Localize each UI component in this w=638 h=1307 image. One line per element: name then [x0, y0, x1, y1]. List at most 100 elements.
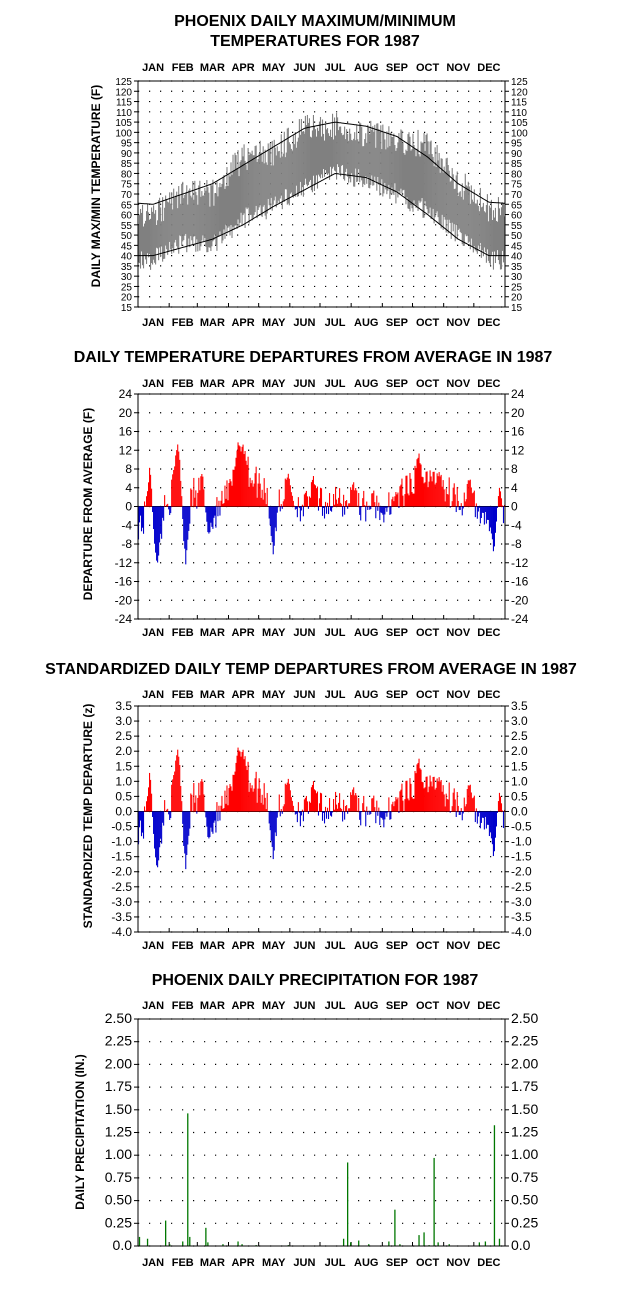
y-tick-label-left: 90: [121, 149, 133, 160]
month-label-bottom-oct: OCT: [416, 1257, 440, 1269]
panel1-yticks-right: 1251201151101051009590858075706560555045…: [505, 77, 528, 314]
panel1-months-bottom: JAN FEB MAR APR MAY JUN JUL AUG SEP OCT NOV DEC: [142, 317, 501, 329]
y-tick-label-left: 110: [116, 108, 132, 119]
month-label-bottom-apr: APR: [231, 1257, 254, 1269]
y-tick-label-left: 1.25: [105, 1124, 132, 1140]
month-label-top-oct: OCT: [416, 62, 440, 74]
panel3-grid: [138, 705, 505, 933]
month-label-top-aug: AUG: [354, 378, 378, 390]
y-tick-label-left: 70: [121, 190, 133, 201]
y-tick-label-left: 15: [121, 303, 133, 314]
y-tick-label-right: 0.0: [511, 1237, 531, 1253]
y-tick-label-left: 0.75: [105, 1169, 132, 1185]
month-label-bottom-mar: MAR: [200, 940, 225, 952]
y-tick-label-left: 1.5: [115, 759, 132, 773]
month-label-bottom-feb: FEB: [172, 317, 194, 329]
month-label-bottom-may: MAY: [262, 940, 286, 952]
y-tick-label-right: 2.5: [511, 729, 528, 743]
y-tick-label-left: 0.50: [105, 1192, 132, 1208]
y-tick-label-right: 1.0: [511, 774, 528, 788]
y-tick-label-left: -1.5: [111, 850, 132, 864]
y-tick-label-left: -16: [115, 575, 133, 589]
month-label-bottom-dec: DEC: [477, 1257, 500, 1269]
y-tick-label-right: 55: [511, 221, 523, 232]
month-label-bottom-mar: MAR: [200, 627, 225, 639]
y-tick-label-left: 0.0: [113, 1237, 133, 1253]
panel1-months-top: JAN FEB MAR APR MAY JUN JUL AUG SEP OCT NOV DEC: [142, 62, 501, 74]
y-tick-label-right: 3.0: [511, 714, 528, 728]
y-tick-label-left: 1.50: [105, 1101, 132, 1117]
panel4-yticks-right: 2.50 2.25 2.00 1.75 1.50 1.25 1.00 0.75 0.50 0.25…: [505, 1010, 538, 1253]
month-label-bottom-sep: SEP: [386, 1257, 408, 1269]
y-tick-label-left: 4: [125, 481, 132, 495]
y-tick-label-left: -24: [115, 612, 133, 626]
y-tick-label-left: 1.00: [105, 1146, 132, 1162]
month-label-bottom-oct: OCT: [416, 940, 440, 952]
y-tick-label-right: 15: [511, 303, 523, 314]
month-label-bottom-dec: DEC: [477, 940, 500, 952]
month-label-top-oct: OCT: [416, 689, 440, 701]
month-label-top-feb: FEB: [172, 689, 194, 701]
panel3-months-top: JAN FEB MAR APR MAY JUN JUL AUG SEP OCT NOV DEC: [142, 689, 501, 701]
month-label-top-feb: FEB: [172, 62, 194, 74]
month-label-top-jun: JUN: [293, 1000, 315, 1012]
month-label-top-oct: OCT: [416, 1000, 440, 1012]
panel4-title: PHOENIX DAILY PRECIPITATION FOR 1987: [152, 972, 479, 989]
y-tick-label-left: -3.5: [111, 910, 132, 924]
y-tick-label-right: 105: [511, 118, 528, 129]
y-tick-label-right: 2.50: [511, 1010, 538, 1026]
month-label-bottom-dec: DEC: [477, 627, 500, 639]
month-label-bottom-nov: NOV: [446, 1257, 471, 1269]
y-tick-label-right: 24: [511, 387, 525, 401]
y-tick-label-left: -2.5: [111, 880, 132, 894]
month-label-bottom-jun: JUN: [293, 1257, 315, 1269]
y-tick-label-left: 0.0: [115, 804, 132, 818]
month-label-top-nov: NOV: [446, 1000, 471, 1012]
maxmin-temperature-panel: PHOENIX DAILY MAXIMUM/MINIMUM TEMPERATUR…: [89, 13, 528, 329]
panel3-data: [137, 747, 506, 870]
month-label-top-may: MAY: [262, 689, 286, 701]
y-tick-label-right: 65: [511, 200, 523, 211]
y-tick-label-right: 30: [511, 272, 523, 283]
month-label-bottom-jun: JUN: [293, 627, 315, 639]
month-label-bottom-jan: JAN: [142, 940, 164, 952]
month-label-bottom-nov: NOV: [446, 317, 471, 329]
y-tick-label-right: -3.0: [511, 895, 532, 909]
y-tick-label-right: -4.0: [511, 925, 532, 939]
month-label-bottom-may: MAY: [262, 1257, 286, 1269]
y-tick-label-right: 70: [511, 190, 523, 201]
y-tick-label-left: 80: [121, 169, 133, 180]
panel4-yticks-left: 2.50 2.25 2.00 1.75 1.50 1.25 1.00 0.75 0.50 0.25…: [105, 1010, 506, 1253]
panel2-ylabel: DEPARTURE FROM AVERAGE (F): [81, 408, 95, 600]
y-tick-label-left: 85: [121, 159, 133, 170]
y-tick-label-left: -3.0: [111, 895, 132, 909]
y-tick-label-left: 25: [121, 282, 133, 293]
month-label-bottom-apr: APR: [231, 317, 254, 329]
month-label-top-mar: MAR: [200, 378, 225, 390]
y-tick-label-left: 2.00: [105, 1055, 132, 1071]
y-tick-label-right: 20: [511, 293, 523, 304]
panel1-plot-frame: [137, 80, 506, 308]
y-tick-label-left: 2.5: [115, 729, 132, 743]
normal-high-line: [138, 121, 505, 205]
y-tick-label-right: 80: [511, 169, 523, 180]
y-tick-label-right: 1.00: [511, 1146, 538, 1162]
month-label-top-jan: JAN: [142, 1000, 164, 1012]
month-label-bottom-jan: JAN: [142, 1257, 164, 1269]
y-tick-label-right: 8: [511, 462, 518, 476]
month-label-top-apr: APR: [231, 378, 254, 390]
y-tick-label-right: 0.50: [511, 1192, 538, 1208]
month-label-top-nov: NOV: [446, 378, 471, 390]
y-tick-label-left: 2.25: [105, 1033, 132, 1049]
y-tick-label-left: 12: [119, 443, 133, 457]
panel1-data: [137, 113, 506, 270]
month-label-top-nov: NOV: [446, 62, 471, 74]
month-label-bottom-jan: JAN: [142, 317, 164, 329]
y-tick-label-right: -1.5: [511, 850, 532, 864]
y-tick-label-left: -0.5: [111, 820, 132, 834]
y-tick-label-left: -4: [121, 518, 132, 532]
y-tick-label-left: 65: [121, 200, 133, 211]
month-label-bottom-oct: OCT: [416, 627, 440, 639]
y-tick-label-right: 115: [511, 98, 527, 109]
panel1-ylabel: DAILY MAX/MIN TEMPERATURE (F): [89, 85, 103, 287]
